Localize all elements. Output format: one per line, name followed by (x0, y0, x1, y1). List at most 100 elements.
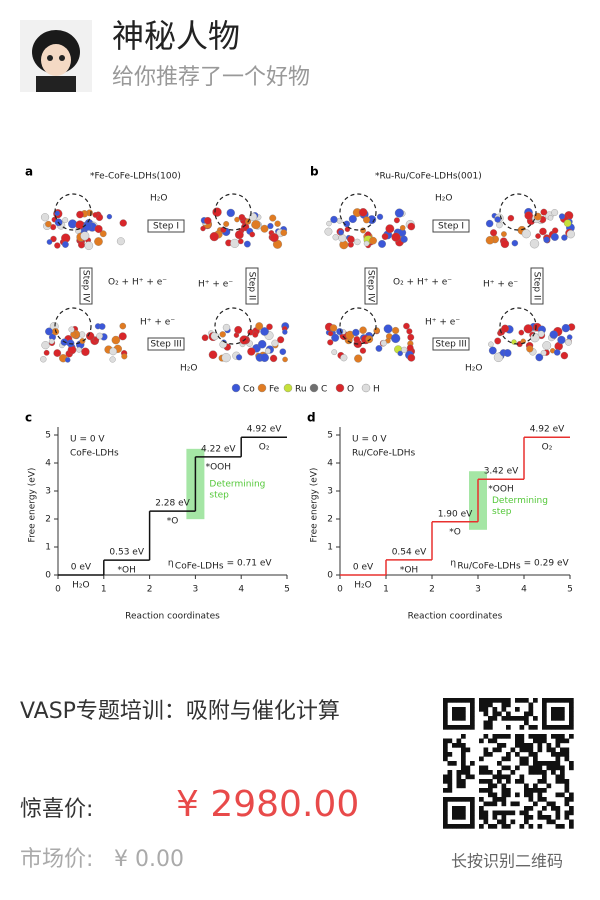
atom (260, 353, 269, 362)
qr-module (456, 815, 462, 820)
determining-label: step (209, 491, 229, 501)
qr-module (461, 783, 466, 789)
qr-module (452, 716, 457, 721)
qr-module (510, 770, 516, 775)
qr-module (528, 792, 534, 798)
atom (530, 333, 540, 343)
qr-module (542, 734, 547, 739)
qr-module (551, 765, 556, 771)
qr-module (461, 806, 466, 811)
qr-module (501, 734, 507, 739)
qr-module (461, 716, 466, 721)
species-label: *O (167, 517, 179, 527)
chart: c 0 1 2 3 4 5 0 1 2 3 4 5 Reaction coordinates Free en… (25, 411, 290, 622)
qr-module (461, 734, 466, 739)
qr-module (519, 774, 525, 780)
atom (397, 350, 403, 357)
x-tick-label: 2 (429, 585, 435, 595)
step-label: Step III (435, 340, 466, 350)
reactant: H₂O (150, 194, 167, 204)
atom (360, 227, 366, 234)
atom (401, 346, 408, 353)
qr-module (546, 743, 552, 748)
qr-module (546, 801, 552, 807)
atom (221, 353, 231, 363)
qr-module (501, 698, 507, 703)
atom (75, 220, 85, 230)
step-arrow (79, 267, 93, 305)
qr-module (443, 702, 448, 708)
qr-module (533, 770, 538, 775)
qr-module (483, 711, 489, 717)
value-label: 2.28 eV (155, 499, 190, 509)
species-label: O₂ (542, 443, 553, 453)
atom (391, 333, 401, 344)
avatar (20, 20, 92, 92)
qr-module (537, 761, 543, 766)
reactant: H₂O (465, 364, 482, 374)
qr-module (447, 788, 453, 793)
qr-module (447, 725, 453, 730)
qr-module (443, 810, 448, 816)
qr-module (452, 707, 457, 712)
qr-module (479, 770, 484, 775)
qr-module (488, 824, 493, 829)
qr-module (492, 774, 498, 780)
qr-module (519, 747, 525, 753)
atom (324, 227, 333, 236)
site-circle (339, 193, 377, 231)
qr-module (555, 774, 561, 780)
y-tick-label: 4 (45, 459, 51, 469)
qr-module (452, 761, 457, 766)
qr-module (551, 752, 556, 757)
qr-module (456, 770, 462, 775)
qr-module (560, 765, 565, 771)
qr-module (461, 743, 466, 748)
qr-module (515, 734, 520, 739)
qr-module (501, 788, 507, 793)
qr-module (542, 779, 547, 784)
species-label: H₂O (354, 581, 371, 591)
qr-module (533, 756, 538, 762)
qr-module (501, 792, 507, 798)
atom (65, 357, 71, 363)
step-arrow (364, 267, 378, 305)
qr-module (537, 797, 543, 802)
y-tick-label: 2 (327, 515, 333, 525)
price: ¥ 2980.00 (176, 784, 359, 825)
qr-module (497, 810, 502, 816)
eta-subscript: Ru/CoFe-LDHs (457, 562, 521, 572)
qr-module (461, 797, 466, 802)
qr-module (569, 797, 574, 802)
qr-module (488, 720, 493, 726)
qr-hint: 长按识别二维码 (451, 852, 563, 871)
qr-module (528, 770, 534, 775)
qr-module (569, 792, 574, 798)
qr-module (492, 783, 498, 789)
qr-module (560, 752, 565, 757)
atom (331, 333, 340, 342)
qr-module (492, 707, 498, 712)
qr-module (456, 783, 462, 789)
step-arrow (432, 337, 470, 351)
qr-module (470, 815, 475, 820)
qr-module (447, 770, 453, 775)
product-title: VASP专题培训：吸附与催化计算 (20, 699, 340, 724)
qr-module (533, 738, 538, 744)
qr-module (479, 756, 484, 762)
atom (566, 230, 575, 239)
qr-module (443, 806, 448, 811)
atom (394, 208, 404, 218)
chart: d 0 1 2 3 4 5 0 1 2 3 4 5 Reaction coordinates Free en… (307, 411, 573, 622)
qr-module (524, 761, 529, 766)
qr-module (546, 765, 552, 771)
atom (406, 344, 414, 352)
atom (96, 332, 103, 340)
qr-module (564, 815, 570, 820)
atom (539, 227, 547, 236)
atom (269, 214, 277, 222)
qr-module (564, 801, 570, 807)
atom (264, 348, 271, 354)
atom (521, 229, 531, 239)
qr-module (533, 698, 538, 703)
